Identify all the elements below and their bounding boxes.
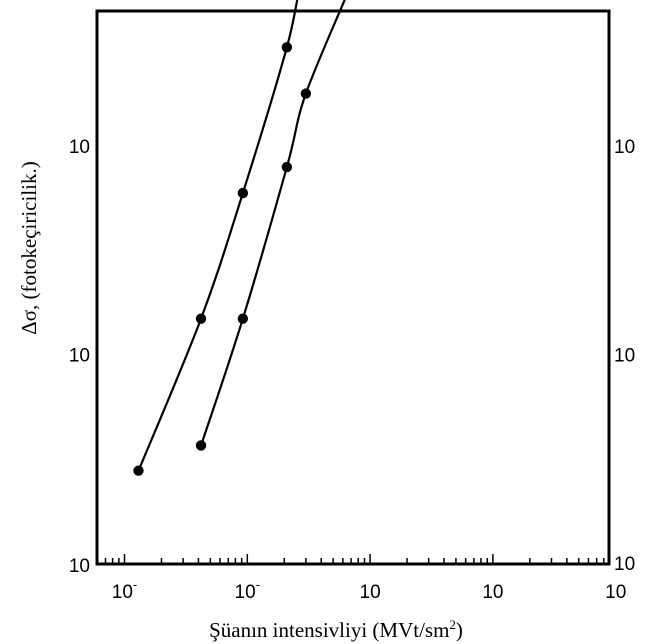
data-point-series-2 bbox=[300, 88, 312, 99]
data-point-series-1 bbox=[195, 313, 207, 324]
x-tick-label: 10- bbox=[112, 577, 137, 603]
y-tick-label: 10 bbox=[69, 345, 90, 366]
y-axis-title: Δσ, (fotokeçiricilik.) bbox=[17, 161, 41, 335]
data-point-series-2 bbox=[195, 440, 207, 451]
series-line-2 bbox=[199, 0, 346, 446]
data-point-series-1 bbox=[281, 42, 293, 53]
y-right-tick-label: 10 bbox=[614, 554, 635, 575]
y-tick-label: 10 bbox=[69, 137, 90, 158]
plot-frame bbox=[95, 9, 611, 566]
y-right-tick-label: 10 bbox=[614, 345, 635, 366]
series-line-1 bbox=[137, 0, 299, 472]
x-tick-label: 10- bbox=[235, 577, 260, 603]
y-tick-label: 10 bbox=[69, 556, 90, 577]
series-curves bbox=[137, 0, 346, 472]
x-tick-label: 10 bbox=[605, 582, 626, 603]
data-point-series-1 bbox=[133, 465, 144, 476]
data-point-series-1 bbox=[237, 187, 249, 199]
tick-labels: 10-10-101010101010101010101010 bbox=[69, 137, 635, 603]
x-tick-label: 10 bbox=[360, 582, 381, 603]
x-axis-title: Şüanın intensivliyi (MVt/sm2) bbox=[209, 617, 463, 642]
data-point-series-2 bbox=[237, 313, 249, 324]
series-points bbox=[133, 42, 312, 476]
data-point-series-2 bbox=[281, 161, 293, 173]
minor-ticks bbox=[104, 554, 605, 564]
x-tick-label: 10 bbox=[482, 582, 503, 603]
y-right-tick-label: 10 bbox=[614, 137, 635, 158]
